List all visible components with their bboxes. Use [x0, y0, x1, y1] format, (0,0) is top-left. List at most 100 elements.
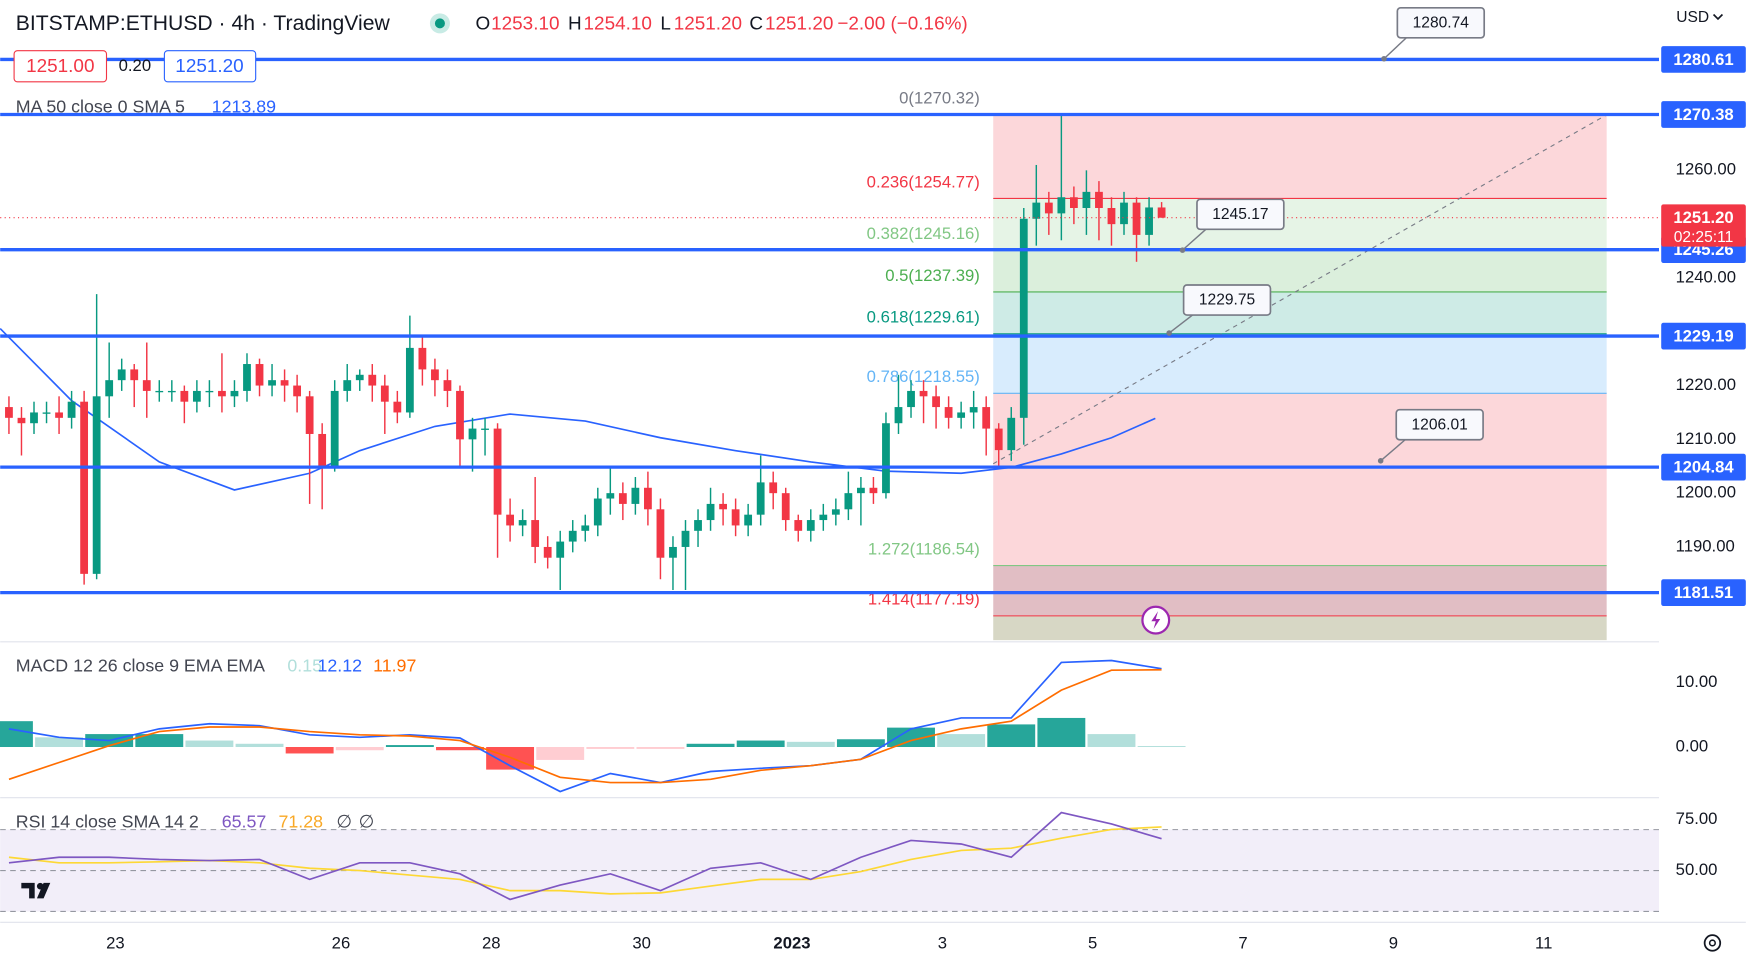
callout-box[interactable] [1395, 408, 1484, 441]
candle-body [907, 390, 915, 408]
callout-label: 1206.01 [1412, 416, 1468, 433]
rsi-legend-extra: ∅ [359, 811, 375, 831]
macd-histogram-bar [987, 724, 1036, 748]
macd-histogram-bar [1087, 734, 1136, 748]
level-tag-label: 1280.61 [1673, 50, 1733, 69]
candle-body [1019, 218, 1028, 418]
y-tick-label: 1220.00 [1676, 375, 1736, 394]
last-price-tag [1661, 204, 1746, 247]
fib-label: 0.236(1254.77) [867, 172, 980, 191]
settings-gear[interactable] [1703, 934, 1722, 952]
macd-histogram-bar [536, 747, 585, 760]
candle-body [218, 390, 226, 397]
candle-body [756, 482, 765, 515]
fib-trend-line [992, 114, 1607, 465]
x-tick-label: 28 [482, 933, 501, 952]
x-tick-label: 30 [632, 933, 651, 952]
fib-zone [993, 393, 1607, 566]
candle-body [343, 380, 352, 391]
candle-body [155, 390, 164, 393]
fib-label: 0.786(1218.55) [867, 367, 980, 386]
x-tick-label: 3 [938, 933, 947, 952]
candle-body [694, 520, 702, 531]
candle-body [1057, 197, 1066, 214]
level-tag [1661, 322, 1746, 350]
candle-body [355, 374, 364, 381]
macd-histogram-bar [887, 727, 935, 748]
callout-box[interactable] [1396, 6, 1486, 39]
candle-body [243, 364, 251, 391]
lightning-icon[interactable] [1141, 605, 1171, 635]
tradingview-logo[interactable] [21, 882, 51, 899]
candle-body [719, 503, 727, 510]
last-price-label: 1251.20 [1673, 208, 1733, 227]
spread: 0.20 [119, 56, 151, 75]
candle-body [681, 530, 690, 547]
indicator-line [8, 811, 1162, 901]
candle-body [1107, 208, 1116, 225]
candle-body [556, 541, 565, 558]
candle-body [706, 503, 715, 521]
candle-body [42, 412, 51, 414]
currency-caret [1712, 13, 1724, 21]
macd-legend: MACD 12 26 close 9 EMA EMA [16, 656, 265, 676]
x-tick-label: 23 [106, 933, 125, 952]
candle-body [794, 520, 803, 531]
candle-body [493, 428, 502, 515]
callout-box[interactable] [1196, 198, 1285, 231]
macd-histogram-bar [736, 740, 785, 748]
macd-histogram-bar [235, 743, 284, 748]
candle-body [17, 417, 26, 424]
x-tick-label: 7 [1238, 933, 1247, 952]
fib-zone [993, 565, 1607, 616]
y-tick-label: 1240.00 [1676, 267, 1736, 286]
ask-price: 1251.20 [175, 56, 243, 77]
candle-body [180, 390, 189, 402]
candle-body [618, 493, 627, 504]
candle-body [105, 380, 114, 397]
macd-histogram-bar [436, 747, 484, 751]
rsi-legend-value: 71.28 [279, 811, 324, 831]
ohlc-key: C [749, 13, 763, 34]
callout-box[interactable] [1182, 284, 1272, 316]
candle-body [769, 482, 778, 494]
level-tag-label: 1204.84 [1673, 458, 1734, 477]
callout-pointer [1383, 37, 1407, 60]
candle-body [1044, 202, 1053, 214]
candle-body [380, 385, 389, 402]
candle-body [92, 396, 101, 574]
symbol-title: BITSTAMP:ETHUSD · 4h · TradingView [16, 12, 391, 35]
macd-histogram-bar [1037, 717, 1086, 748]
fib-zone [993, 114, 1607, 199]
fib-zone [993, 250, 1607, 292]
macd-histogram-bar [636, 747, 685, 749]
candle-body [330, 390, 339, 467]
indicator-line [8, 659, 1162, 793]
ohlc-value: 1251.20 [674, 13, 742, 34]
candle-body [656, 509, 665, 558]
macd-legend-value: 11.97 [373, 656, 416, 676]
candle-body [857, 487, 865, 494]
rsi-legend: RSI 14 close SMA 14 2 [16, 811, 199, 831]
candle-body [230, 390, 239, 397]
candle-body [894, 407, 903, 424]
currency[interactable]: USD [1676, 9, 1709, 26]
level-tag [1661, 453, 1746, 481]
candle-body [944, 407, 953, 418]
fib-zone [993, 333, 1607, 394]
ask-box[interactable] [163, 50, 257, 83]
candle-body [882, 423, 890, 494]
macd-histogram-bar [686, 743, 735, 748]
ma-value: 1213.89 [212, 97, 276, 117]
y-tick-label: 1200.00 [1676, 483, 1736, 502]
bid-box[interactable] [13, 50, 108, 83]
candle-body [318, 433, 327, 467]
candle-body [205, 390, 214, 393]
candle-body [481, 428, 489, 430]
change: −2.00 (−0.16%) [837, 13, 967, 34]
candle-body [1069, 197, 1078, 209]
candle-body [368, 374, 377, 386]
macd-histogram-bar [836, 739, 885, 748]
candle-body [431, 369, 439, 381]
fib-label: 0(1270.32) [899, 89, 980, 108]
